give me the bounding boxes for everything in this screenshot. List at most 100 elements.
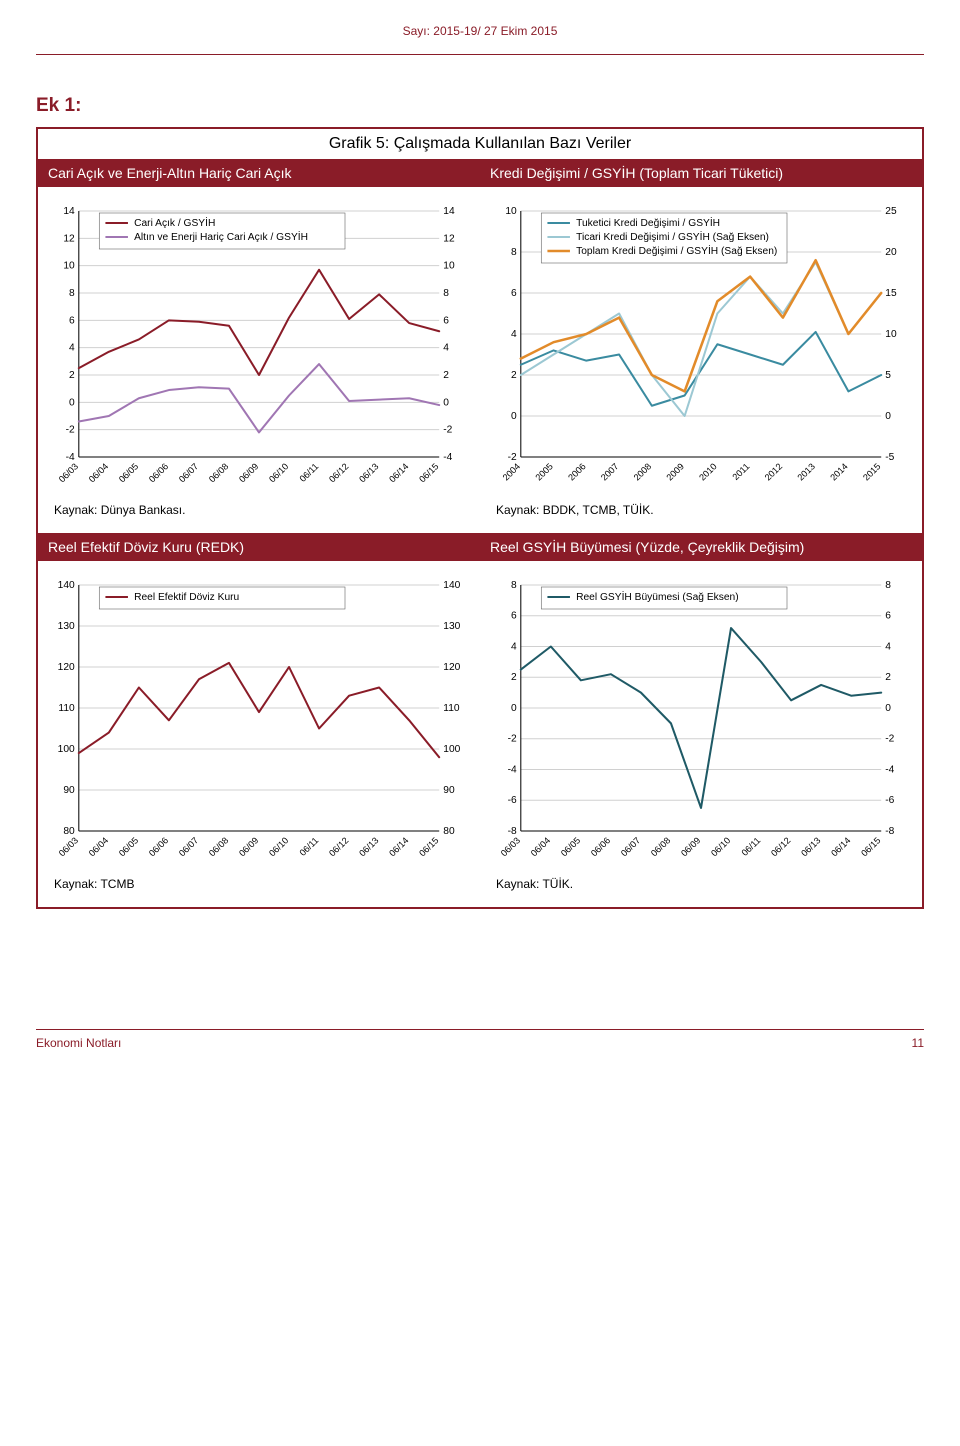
svg-text:-5: -5 bbox=[885, 452, 894, 463]
chart-a-title: Cari Açık ve Enerji-Altın Hariç Cari Açı… bbox=[38, 159, 480, 187]
svg-text:06/08: 06/08 bbox=[649, 835, 672, 858]
issue-header: Sayı: 2015-19/ 27 Ekim 2015 bbox=[36, 20, 924, 48]
svg-text:06/05: 06/05 bbox=[117, 461, 140, 484]
chart-b-cell: -20246810-505101520252004200520062007200… bbox=[480, 187, 922, 533]
svg-text:Cari Açık / GSYİH: Cari Açık / GSYİH bbox=[134, 216, 215, 229]
svg-text:06/11: 06/11 bbox=[298, 835, 321, 857]
svg-text:06/12: 06/12 bbox=[327, 835, 350, 858]
svg-text:06/12: 06/12 bbox=[769, 835, 792, 858]
svg-text:2014: 2014 bbox=[828, 461, 850, 482]
footer-page: 11 bbox=[912, 1036, 924, 1050]
svg-text:15: 15 bbox=[885, 288, 897, 299]
page-footer: Ekonomi Notları 11 bbox=[36, 1029, 924, 1050]
svg-text:2: 2 bbox=[443, 370, 449, 381]
svg-text:06/04: 06/04 bbox=[87, 461, 110, 484]
svg-text:6: 6 bbox=[511, 611, 517, 622]
svg-text:10: 10 bbox=[505, 206, 517, 217]
svg-text:-4: -4 bbox=[66, 452, 75, 463]
svg-text:80: 80 bbox=[443, 826, 455, 837]
svg-text:06/15: 06/15 bbox=[859, 835, 882, 858]
svg-text:12: 12 bbox=[443, 233, 455, 244]
svg-text:06/14: 06/14 bbox=[387, 461, 410, 484]
svg-text:-4: -4 bbox=[885, 765, 894, 776]
svg-text:140: 140 bbox=[443, 580, 460, 591]
svg-text:06/14: 06/14 bbox=[829, 835, 852, 858]
svg-text:2009: 2009 bbox=[664, 461, 686, 482]
svg-text:2011: 2011 bbox=[730, 461, 751, 482]
svg-text:130: 130 bbox=[443, 621, 460, 632]
chart-b: -20246810-505101520252004200520062007200… bbox=[486, 197, 916, 497]
svg-text:06/10: 06/10 bbox=[709, 835, 732, 858]
svg-text:10: 10 bbox=[63, 261, 75, 272]
row1-body: -4-202468101214-4-20246810121406/0306/04… bbox=[38, 187, 922, 533]
svg-text:06/10: 06/10 bbox=[267, 461, 290, 484]
section-title: Ek 1: bbox=[36, 95, 924, 117]
svg-text:4: 4 bbox=[69, 343, 75, 354]
svg-text:-8: -8 bbox=[885, 826, 894, 837]
svg-text:2015: 2015 bbox=[861, 461, 883, 482]
svg-text:2012: 2012 bbox=[763, 461, 785, 482]
svg-text:06/08: 06/08 bbox=[207, 461, 230, 484]
svg-text:2006: 2006 bbox=[566, 461, 588, 482]
svg-text:-2: -2 bbox=[885, 734, 894, 745]
svg-text:120: 120 bbox=[443, 662, 460, 673]
svg-text:4: 4 bbox=[511, 642, 517, 653]
svg-text:100: 100 bbox=[58, 744, 75, 755]
svg-text:2013: 2013 bbox=[795, 461, 817, 482]
chart-c-title: Reel Efektif Döviz Kuru (REDK) bbox=[38, 533, 480, 561]
svg-text:2: 2 bbox=[511, 672, 517, 683]
svg-text:06/07: 06/07 bbox=[619, 835, 642, 858]
svg-text:4: 4 bbox=[885, 642, 891, 653]
svg-text:06/11: 06/11 bbox=[298, 461, 321, 483]
row1-header: Cari Açık ve Enerji-Altın Hariç Cari Açı… bbox=[38, 159, 922, 187]
svg-text:130: 130 bbox=[58, 621, 75, 632]
svg-text:2008: 2008 bbox=[632, 461, 654, 482]
svg-text:06/04: 06/04 bbox=[87, 835, 110, 858]
svg-text:2004: 2004 bbox=[501, 461, 523, 482]
footer-left: Ekonomi Notları bbox=[36, 1036, 121, 1050]
svg-text:06/11: 06/11 bbox=[740, 835, 763, 857]
svg-text:06/09: 06/09 bbox=[679, 835, 702, 858]
svg-text:Toplam Kredi Değişimi / GSYİH: Toplam Kredi Değişimi / GSYİH (Sağ Eksen… bbox=[576, 244, 777, 257]
svg-text:2005: 2005 bbox=[533, 461, 555, 482]
svg-text:06/03: 06/03 bbox=[57, 835, 80, 858]
svg-text:0: 0 bbox=[511, 411, 517, 422]
svg-text:06/05: 06/05 bbox=[117, 835, 140, 858]
chart-c-source: Kaynak: TCMB bbox=[44, 871, 474, 901]
svg-text:06/12: 06/12 bbox=[327, 461, 350, 484]
panel-title: Grafik 5: Çalışmada Kullanılan Bazı Veri… bbox=[38, 129, 922, 159]
svg-text:-6: -6 bbox=[508, 795, 517, 806]
charts-panel: Grafik 5: Çalışmada Kullanılan Bazı Veri… bbox=[36, 127, 924, 909]
svg-text:06/04: 06/04 bbox=[529, 835, 552, 858]
svg-text:-8: -8 bbox=[508, 826, 517, 837]
svg-text:06/13: 06/13 bbox=[357, 461, 380, 484]
svg-text:06/03: 06/03 bbox=[499, 835, 522, 858]
svg-text:06/06: 06/06 bbox=[147, 461, 170, 484]
chart-a-source: Kaynak: Dünya Bankası. bbox=[44, 497, 474, 527]
svg-text:06/06: 06/06 bbox=[147, 835, 170, 858]
svg-text:6: 6 bbox=[511, 288, 517, 299]
svg-text:8: 8 bbox=[511, 247, 517, 258]
svg-text:-2: -2 bbox=[508, 452, 517, 463]
row2-body: 8090100110120130140809010011012013014006… bbox=[38, 561, 922, 907]
svg-text:06/08: 06/08 bbox=[207, 835, 230, 858]
svg-text:-2: -2 bbox=[508, 734, 517, 745]
chart-b-source: Kaynak: BDDK, TCMB, TÜİK. bbox=[486, 497, 916, 527]
svg-text:-2: -2 bbox=[66, 425, 75, 436]
svg-text:120: 120 bbox=[58, 662, 75, 673]
svg-text:4: 4 bbox=[443, 343, 449, 354]
svg-text:2: 2 bbox=[511, 370, 517, 381]
svg-text:140: 140 bbox=[58, 580, 75, 591]
svg-text:-6: -6 bbox=[885, 795, 894, 806]
svg-text:90: 90 bbox=[443, 785, 455, 796]
chart-d-cell: -8-6-4-202468-8-6-4-20246806/0306/0406/0… bbox=[480, 561, 922, 907]
svg-text:20: 20 bbox=[885, 247, 897, 258]
svg-text:-4: -4 bbox=[508, 765, 517, 776]
svg-text:80: 80 bbox=[63, 826, 75, 837]
chart-d: -8-6-4-202468-8-6-4-20246806/0306/0406/0… bbox=[486, 571, 916, 871]
svg-text:06/13: 06/13 bbox=[799, 835, 822, 858]
svg-text:6: 6 bbox=[69, 315, 75, 326]
svg-text:Reel GSYİH Büyümesi (Sağ Eksen: Reel GSYİH Büyümesi (Sağ Eksen) bbox=[576, 590, 739, 603]
svg-text:12: 12 bbox=[63, 233, 75, 244]
header-rule bbox=[36, 54, 924, 55]
